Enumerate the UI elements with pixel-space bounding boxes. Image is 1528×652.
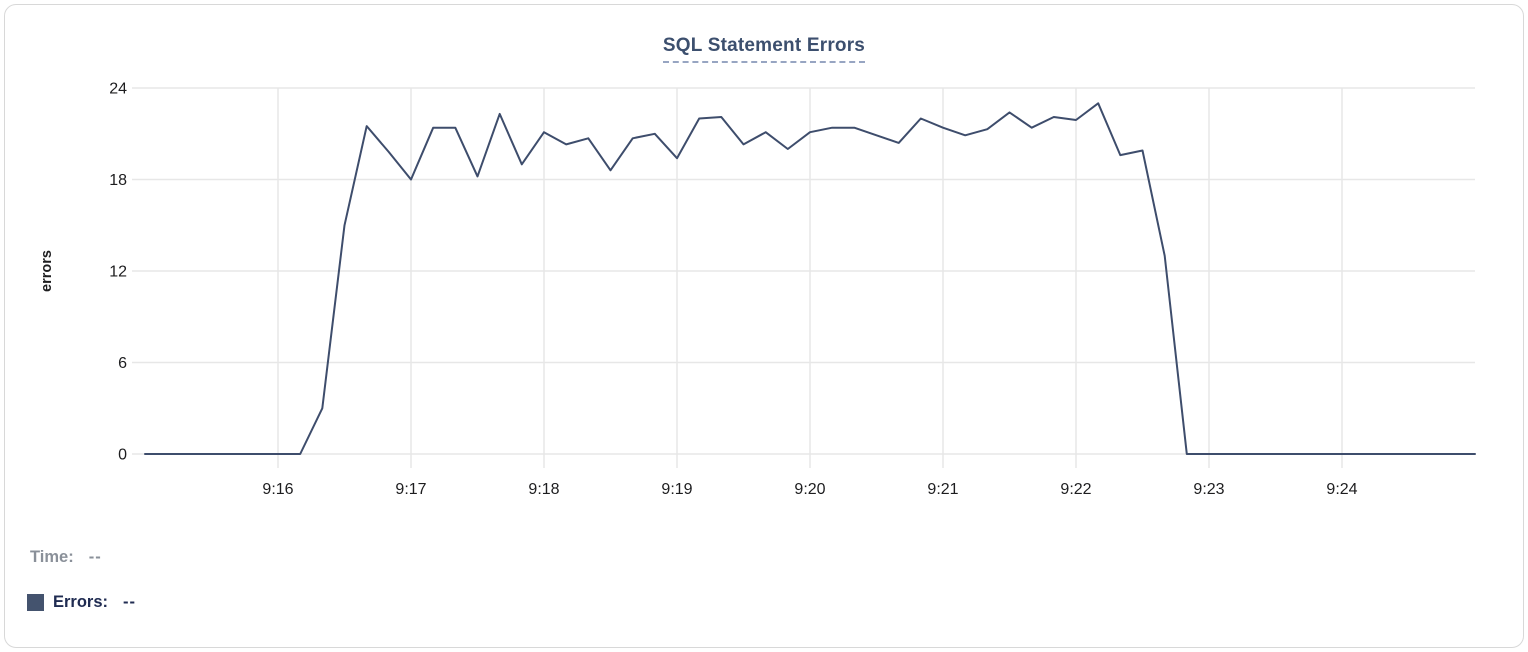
y-tick-label: 6 bbox=[118, 355, 127, 372]
x-tick-label: 9:18 bbox=[528, 481, 559, 498]
errors-readout: Errors: -- bbox=[27, 593, 136, 612]
line-chart[interactable]: 0 6 12 18 24 9:16 9:17 9:18 9:19 9:20 9:21 9:22 9:23… bbox=[5, 5, 1524, 648]
errors-line-series bbox=[144, 102, 1476, 455]
time-readout: Time: -- bbox=[30, 548, 102, 567]
x-tick-label: 9:19 bbox=[661, 481, 692, 498]
chart-header: SQL Statement Errors bbox=[5, 35, 1523, 63]
x-tick-label: 9:22 bbox=[1060, 481, 1091, 498]
chart-card: SQL Statement Errors 0 6 12 18 24 9:16 9:17 9:1… bbox=[4, 4, 1524, 648]
plot-area[interactable] bbox=[145, 88, 1475, 454]
y-tick-label: 18 bbox=[109, 172, 127, 189]
x-tick-label: 9:21 bbox=[927, 481, 958, 498]
chart-title[interactable]: SQL Statement Errors bbox=[662, 35, 866, 63]
x-tick-label: 9:17 bbox=[395, 481, 426, 498]
y-tick-label: 24 bbox=[109, 81, 127, 98]
y-axis-label: errors bbox=[39, 250, 55, 292]
y-tick-label: 12 bbox=[109, 264, 127, 281]
x-tick-label: 9:20 bbox=[794, 481, 825, 498]
errors-label: Errors: bbox=[53, 593, 109, 611]
x-tick-label: 9:24 bbox=[1326, 481, 1357, 498]
time-label: Time: bbox=[30, 548, 74, 566]
errors-legend-swatch bbox=[27, 594, 44, 611]
y-tick-label: 0 bbox=[118, 447, 127, 464]
errors-value: -- bbox=[123, 593, 137, 611]
time-value: -- bbox=[88, 548, 102, 566]
x-tick-label: 9:23 bbox=[1193, 481, 1224, 498]
x-tick-label: 9:16 bbox=[262, 481, 293, 498]
